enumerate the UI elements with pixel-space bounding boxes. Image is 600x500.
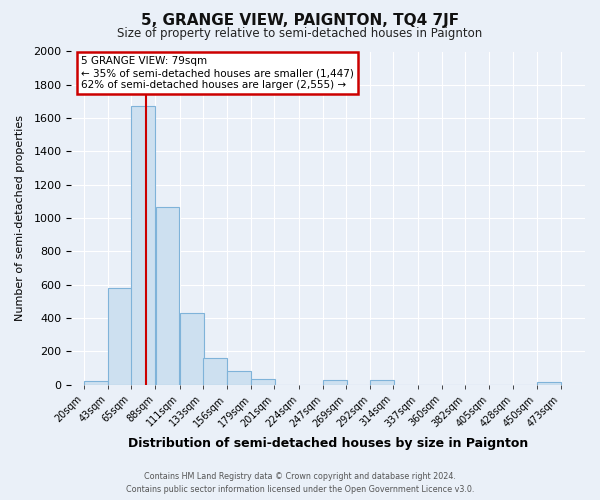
Bar: [203, 358, 227, 384]
Bar: [84, 380, 108, 384]
Bar: [251, 379, 275, 384]
Bar: [370, 380, 394, 384]
Text: 5 GRANGE VIEW: 79sqm
← 35% of semi-detached houses are smaller (1,447)
62% of se: 5 GRANGE VIEW: 79sqm ← 35% of semi-detac…: [82, 56, 355, 90]
X-axis label: Distribution of semi-detached houses by size in Paignton: Distribution of semi-detached houses by …: [128, 437, 528, 450]
Text: Contains HM Land Registry data © Crown copyright and database right 2024.
Contai: Contains HM Land Registry data © Crown c…: [126, 472, 474, 494]
Bar: [537, 382, 560, 384]
Bar: [155, 208, 179, 384]
Bar: [180, 313, 203, 384]
Bar: [323, 380, 347, 384]
Text: Size of property relative to semi-detached houses in Paignton: Size of property relative to semi-detach…: [118, 28, 482, 40]
Bar: [108, 288, 132, 384]
Text: 5, GRANGE VIEW, PAIGNTON, TQ4 7JF: 5, GRANGE VIEW, PAIGNTON, TQ4 7JF: [141, 12, 459, 28]
Bar: [131, 106, 155, 384]
Bar: [227, 372, 251, 384]
Y-axis label: Number of semi-detached properties: Number of semi-detached properties: [15, 115, 25, 321]
